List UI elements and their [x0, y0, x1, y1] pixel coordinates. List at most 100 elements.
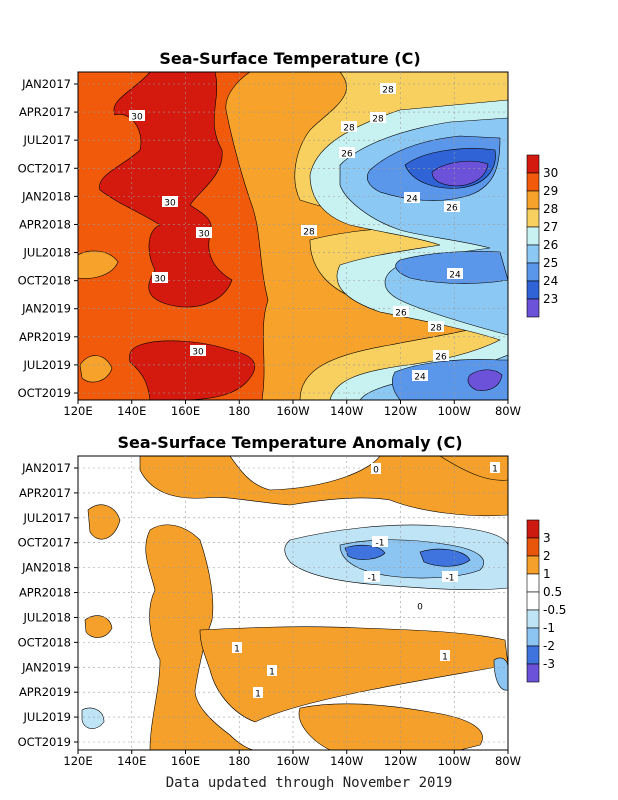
sst-colorbar-swatch [526, 226, 540, 246]
sst-y-tick-label: JUL2017 [23, 133, 71, 147]
sst-contour-label: 28 [372, 115, 384, 125]
sst-contour-label-bg [196, 227, 212, 238]
anomaly-colorbar-label: -1 [543, 621, 555, 635]
sst-x-tick-label: 80W [495, 404, 521, 418]
sst-colorbar-swatch [526, 280, 540, 300]
sst-contour-label-bg [190, 345, 206, 356]
sst-x-tick-label: 160E [171, 404, 200, 418]
anomaly-contour-label: 1 [234, 645, 240, 655]
anomaly-y-tick-label: APR2019 [19, 685, 71, 699]
sst-y-tick-label: JUL2019 [23, 358, 71, 372]
sst-y-tick-label: OCT2019 [18, 386, 71, 400]
sst-contour-label: 24 [414, 373, 426, 383]
anomaly-band-neg-c [344, 544, 386, 560]
sst-y-tick-label: APR2019 [19, 330, 71, 344]
sst-contour-label: 28 [430, 324, 442, 334]
sst-colorbar-swatch [526, 244, 540, 264]
sst-colorbar-swatch [526, 208, 540, 228]
anomaly-contour-label: -1 [368, 574, 377, 584]
anomaly-contour-label: 1 [442, 653, 448, 663]
anomaly-y-tick-label: OCT2017 [18, 536, 71, 550]
anomaly-band-neg-f [493, 657, 508, 691]
anomaly-x-tick-label: 140E [117, 754, 146, 768]
anomaly-contour-label-bg [440, 650, 450, 661]
anomaly-y-tick-label: JUL2018 [23, 610, 71, 624]
sst-contour-label: 28 [303, 228, 315, 238]
sst-colorbar-swatch [526, 172, 540, 192]
sst-contour-label-bg [339, 147, 355, 158]
anomaly-colorbar-swatch [526, 537, 540, 557]
anomaly-colorbar-label: 2 [543, 549, 551, 563]
anomaly-band-neg-e [81, 707, 105, 729]
sst-contour-label: 30 [198, 230, 210, 240]
anomaly-contour-label-bg [267, 665, 277, 676]
anomaly-band-pos-a [139, 456, 508, 517]
anomaly-y-tick-label: APR2018 [19, 586, 71, 600]
sst-x-tick-label: 140W [330, 404, 363, 418]
sst-contour-label: 30 [154, 275, 166, 285]
sst-x-tick-label: 140E [117, 404, 146, 418]
anomaly-band-neg-d [419, 548, 471, 567]
sst-y-tick-label: OCT2018 [18, 274, 71, 288]
anomaly-y-tick-label: JAN2019 [21, 660, 71, 674]
sst-band-24b [395, 250, 508, 284]
anomaly-contour-label-bg [232, 642, 242, 653]
anomaly-band-pos-b [87, 504, 121, 540]
anomaly-contour-label: 1 [269, 668, 275, 678]
sst-colorbar-label: 25 [543, 256, 558, 270]
sst-x-tick-label: 120W [384, 404, 417, 418]
sst-contour-label: 28 [343, 124, 355, 134]
anomaly-colorbar-swatch [526, 645, 540, 665]
anomaly-band-pos-f [84, 615, 113, 638]
sst-y-tick-label: JAN2018 [21, 189, 71, 203]
sst-x-tick-label: 100W [438, 404, 471, 418]
sst-colorbar-label: 24 [543, 274, 558, 288]
anomaly-contour-label: 1 [255, 690, 261, 700]
anomaly-colorbar-label: -3 [543, 657, 555, 671]
anomaly-x-tick-label: 160W [276, 754, 309, 768]
data-updated-note: Data updated through November 2019 [165, 775, 453, 791]
anomaly-y-tick-label: JUL2017 [23, 511, 71, 525]
anomaly-contour-label-bg [415, 600, 425, 611]
anomaly-colorbar-swatch [526, 609, 540, 629]
sst-x-tick-label: 180 [228, 404, 250, 418]
anomaly-contour-label: 0 [417, 603, 423, 613]
anomaly-contour-label-bg [371, 463, 381, 474]
sst-contour-label-bg [162, 196, 178, 207]
anomaly-y-tick-label: OCT2018 [18, 635, 71, 649]
sst-contour-label: 26 [435, 353, 447, 363]
sst-band-30 [99, 72, 233, 308]
sst-contour-label-bg [380, 83, 396, 94]
sst-y-tick-label: APR2017 [19, 105, 71, 119]
sst-band-22b [467, 369, 503, 391]
anomaly-contour-label: 1 [492, 465, 498, 475]
sst-colorbar-label: 28 [543, 202, 558, 216]
anomaly-colorbar-swatch [526, 519, 540, 539]
anomaly-x-tick-label: 120E [63, 754, 92, 768]
anomaly-colorbar-label: 3 [543, 531, 551, 545]
anomaly-colorbar-label: -0.5 [543, 603, 566, 617]
anomaly-band-pos-d [199, 626, 508, 723]
sst-y-tick-label: JUL2018 [23, 246, 71, 260]
anomaly-colorbar-swatch [526, 555, 540, 575]
anomaly-x-tick-label: 160E [171, 754, 200, 768]
sst-contour-label-bg [393, 306, 409, 317]
sst-contour-label-bg [447, 268, 463, 279]
anomaly-colorbar-swatch [526, 663, 540, 683]
sst-colorbar-swatch [526, 190, 540, 210]
sst-contour-label-bg [433, 350, 449, 361]
anomaly-y-tick-label: JAN2018 [21, 561, 71, 575]
anomaly-contour-label-bg [490, 462, 500, 473]
sst-contour-label: 30 [192, 348, 204, 358]
sst-contour-label-bg [152, 272, 168, 283]
sst-contour-label-bg [428, 321, 444, 332]
anomaly-y-tick-label: JUL2019 [23, 710, 71, 724]
anomaly-y-tick-label: OCT2019 [18, 735, 71, 749]
sst-y-tick-label: JAN2017 [21, 77, 71, 91]
anomaly-colorbar-swatch [526, 573, 540, 593]
anomaly-contour-label-bg [253, 687, 263, 698]
sst-contour-label-bg [129, 110, 145, 121]
sst-colorbar-label: 26 [543, 238, 558, 252]
sst-band-22 [431, 160, 489, 187]
anomaly-contour-label-bg [372, 536, 388, 547]
